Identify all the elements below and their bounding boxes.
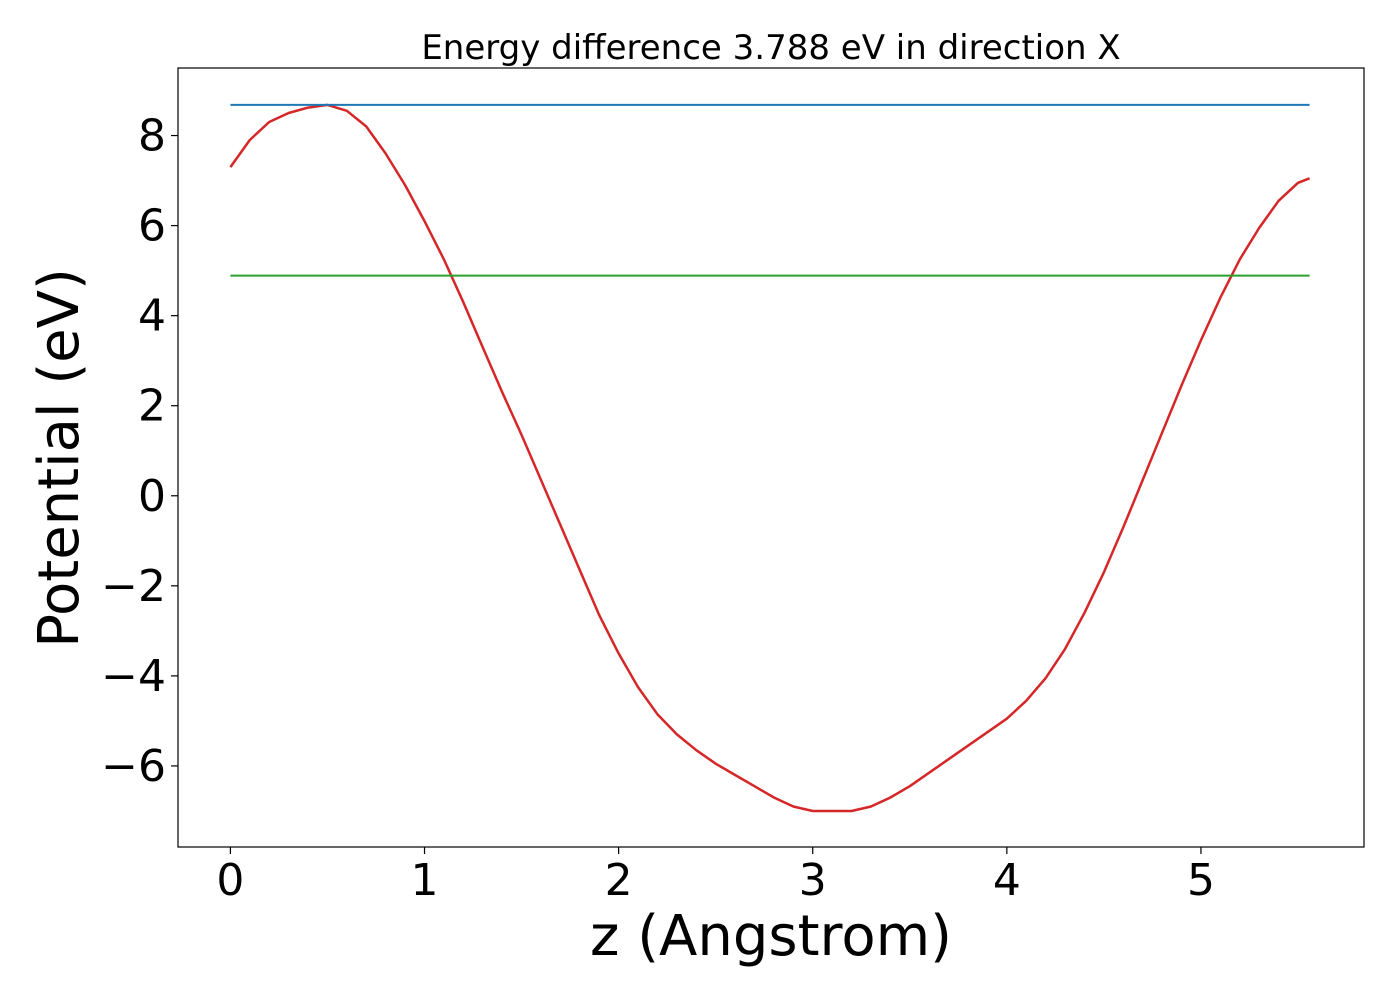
x-tick-label: 4 — [993, 855, 1021, 906]
x-tick-label: 1 — [411, 855, 439, 906]
x-axis-label: z (Angstrom) — [590, 904, 952, 969]
x-tick-label: 3 — [799, 855, 827, 906]
x-tick-label: 2 — [605, 855, 633, 906]
x-axis: 0 1 2 3 4 5 — [216, 847, 1215, 906]
series-line-1 — [229, 103, 1311, 813]
y-tick-label: 6 — [138, 201, 166, 252]
x-tick-label: 0 — [216, 855, 244, 906]
y-axis-label: Potential (eV) — [27, 268, 92, 648]
plot-area-frame — [177, 67, 1365, 848]
y-tick-label: 0 — [138, 471, 166, 522]
y-tick-label: −4 — [101, 651, 166, 702]
y-tick-label: −2 — [101, 561, 166, 612]
x-tick-label: 5 — [1187, 855, 1215, 906]
y-tick-label: 8 — [138, 111, 166, 162]
y-tick-label: 4 — [138, 291, 166, 342]
y-axis: 8 6 4 2 0 −2 −4 −6 — [101, 111, 178, 792]
y-tick-label: −6 — [101, 741, 166, 792]
chart-title: Energy difference 3.788 eV in direction … — [421, 28, 1120, 68]
y-tick-label: 2 — [138, 381, 166, 432]
series-layer — [229, 103, 1311, 813]
